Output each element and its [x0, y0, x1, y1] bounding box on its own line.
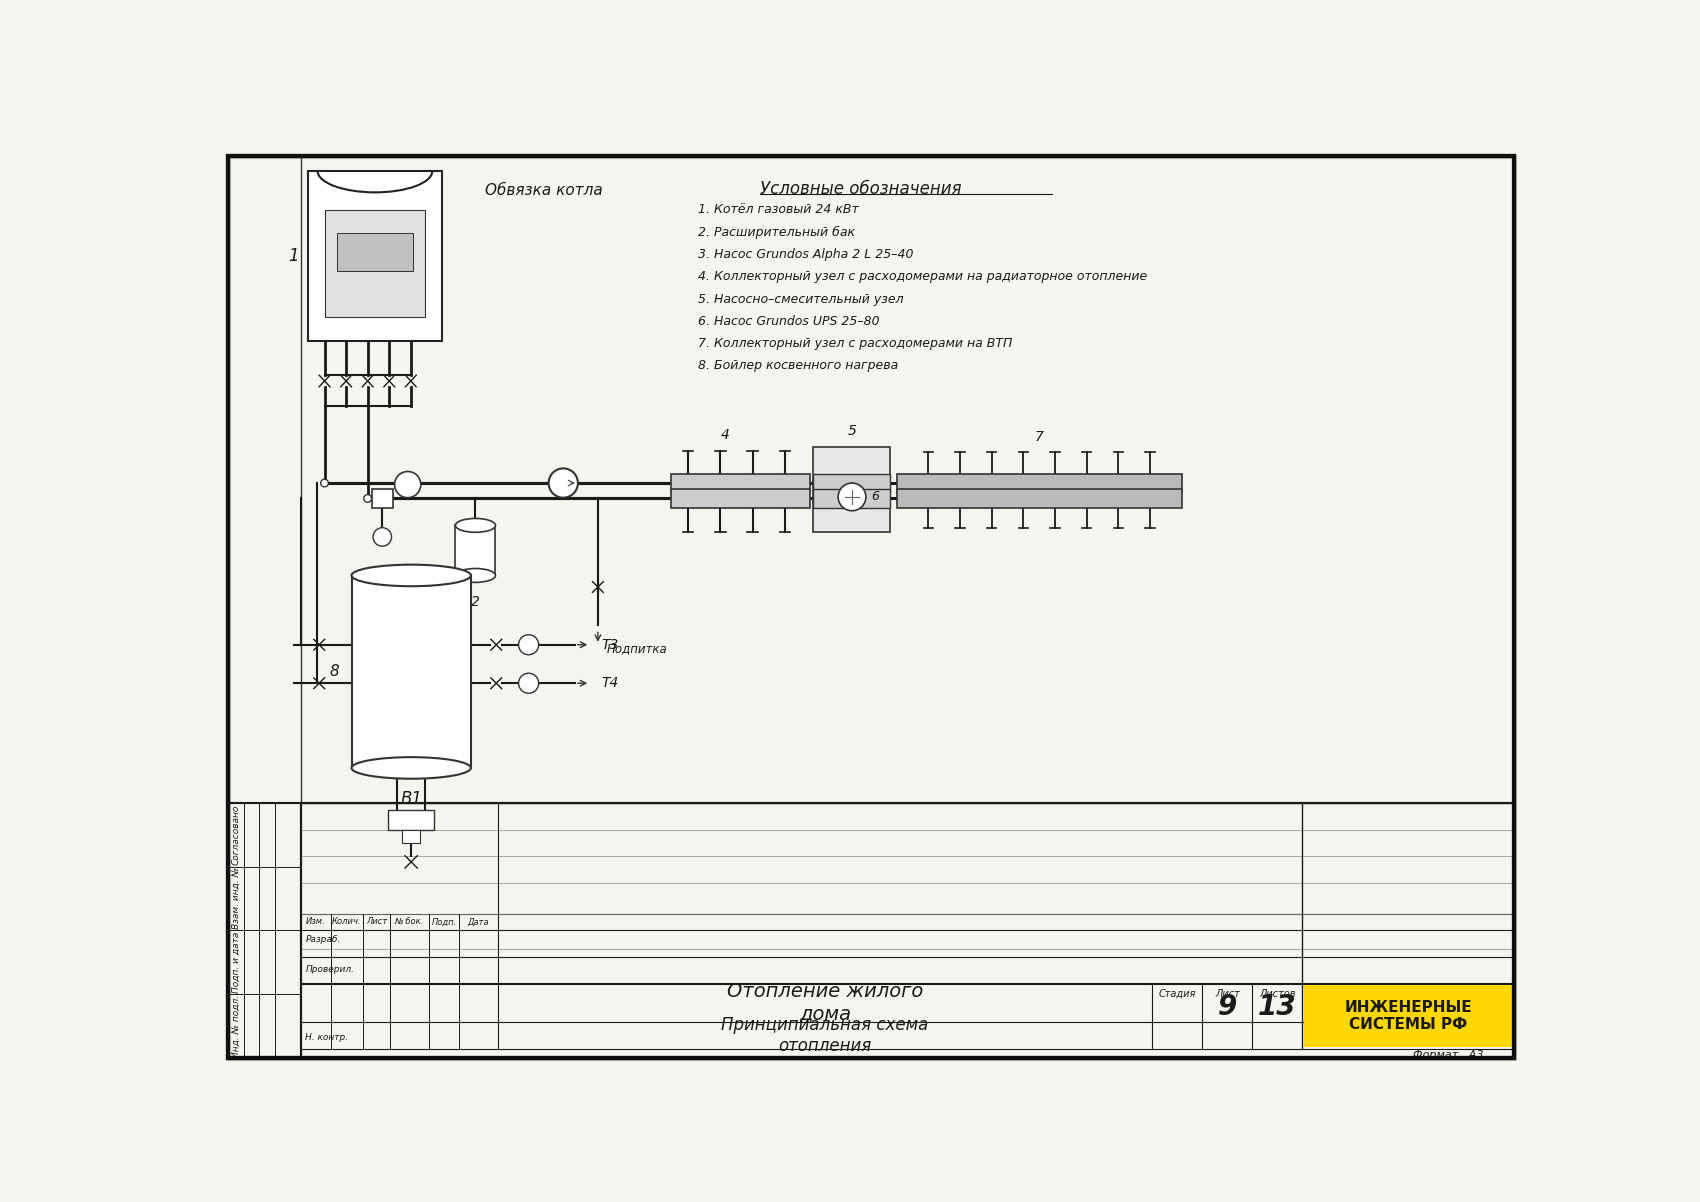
- Text: Отопление жилого
дома: Отопление жилого дома: [728, 982, 923, 1023]
- Circle shape: [364, 494, 372, 502]
- Text: Инд. № подл.: Инд. № подл.: [231, 995, 240, 1058]
- Text: 5: 5: [848, 424, 857, 439]
- Circle shape: [394, 471, 422, 498]
- Bar: [388, 810, 434, 829]
- Text: 8. Бойлер косвенного нагрева: 8. Бойлер косвенного нагрева: [699, 359, 898, 373]
- Text: 1. Котёл газовый 24 кВт: 1. Котёл газовый 24 кВт: [699, 203, 858, 216]
- Text: 1: 1: [289, 246, 299, 264]
- Text: Согласовано: Согласовано: [231, 804, 240, 864]
- Text: 13: 13: [1258, 993, 1297, 1020]
- Text: Т4: Т4: [602, 677, 619, 690]
- Text: ИНЖЕНЕРНЫЕ
СИСТЕМЫ РФ: ИНЖЕНЕРНЫЕ СИСТЕМЫ РФ: [1345, 1000, 1472, 1033]
- Bar: [325, 209, 425, 317]
- Bar: [814, 447, 891, 531]
- Circle shape: [518, 673, 539, 694]
- Text: 5. Насосно–смесительный узел: 5. Насосно–смесительный узел: [699, 292, 904, 305]
- Bar: [401, 829, 420, 844]
- Text: Лист: Лист: [1216, 988, 1239, 999]
- Bar: [1304, 986, 1513, 1047]
- Text: 3. Насос Grundos Alpha 2 L 25–40: 3. Насос Grundos Alpha 2 L 25–40: [699, 248, 913, 261]
- Ellipse shape: [352, 757, 471, 779]
- Text: Изм.: Изм.: [306, 917, 326, 927]
- Text: 7: 7: [1035, 430, 1044, 444]
- Circle shape: [321, 480, 328, 487]
- Bar: [308, 171, 442, 340]
- Ellipse shape: [456, 569, 495, 583]
- Ellipse shape: [352, 565, 471, 587]
- Text: Лист: Лист: [366, 917, 388, 927]
- Circle shape: [838, 483, 865, 511]
- Bar: [672, 489, 809, 507]
- Text: Дата: Дата: [468, 917, 490, 927]
- Bar: [372, 489, 393, 507]
- Text: 8: 8: [330, 665, 340, 679]
- Bar: [896, 489, 1182, 507]
- Text: Н. контр.: Н. контр.: [306, 1033, 348, 1042]
- Text: Проверил.: Проверил.: [306, 965, 354, 974]
- Text: 9: 9: [1217, 993, 1238, 1020]
- Text: Подп. и дата: Подп. и дата: [231, 932, 240, 993]
- Text: 6. Насос Grundos UPS 25–80: 6. Насос Grundos UPS 25–80: [699, 315, 879, 328]
- Text: 2. Расширительный бак: 2. Расширительный бак: [699, 226, 855, 238]
- Text: Колич.: Колич.: [332, 917, 362, 927]
- Text: Подпитка: Подпитка: [607, 642, 668, 655]
- Bar: [337, 233, 413, 272]
- Text: Обвязка котла: Обвязка котла: [484, 183, 602, 198]
- Bar: [814, 489, 891, 507]
- Bar: [352, 576, 471, 768]
- Text: Подп.: Подп.: [432, 917, 457, 927]
- Text: 2: 2: [471, 595, 479, 609]
- Bar: [456, 525, 495, 576]
- Text: Формат   А3: Формат А3: [1413, 1051, 1484, 1060]
- Text: Листов: Листов: [1260, 988, 1295, 999]
- Text: 7. Коллекторный узел с расходомерами на ВТП: 7. Коллекторный узел с расходомерами на …: [699, 338, 1013, 350]
- Circle shape: [518, 635, 539, 655]
- Text: Условные обозначения: Условные обозначения: [760, 180, 960, 198]
- Bar: [896, 474, 1182, 493]
- Text: Взам. инд. №: Взам. инд. №: [231, 868, 240, 929]
- Bar: [301, 803, 1515, 1058]
- Text: 6: 6: [870, 490, 879, 504]
- Text: В1: В1: [400, 790, 422, 808]
- Bar: [814, 474, 891, 493]
- Text: Разраб.: Разраб.: [306, 935, 340, 944]
- Bar: [301, 156, 1515, 803]
- Bar: [672, 474, 809, 493]
- Text: Принципиальная схема
отопления: Принципиальная схема отопления: [721, 1017, 928, 1055]
- Text: Стадия: Стадия: [1159, 988, 1197, 999]
- Circle shape: [372, 528, 391, 546]
- Text: Т3: Т3: [602, 638, 619, 651]
- Circle shape: [549, 469, 578, 498]
- Ellipse shape: [456, 518, 495, 532]
- Text: 4: 4: [721, 428, 729, 442]
- Text: № бок.: № бок.: [394, 917, 423, 927]
- Text: 4. Коллекторный узел с расходомерами на радиаторное отопление: 4. Коллекторный узел с расходомерами на …: [699, 270, 1148, 284]
